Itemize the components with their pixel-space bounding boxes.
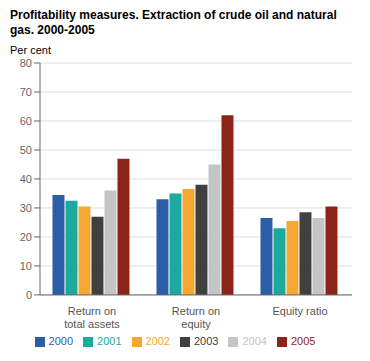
- html-text:2004: 2004: [242, 334, 267, 347]
- svg-text:30: 30: [20, 202, 32, 214]
- html-text:2005: 2005: [291, 334, 316, 347]
- svg-text:Equity ratio: Equity ratio: [272, 305, 327, 317]
- html-text:2003: 2003: [194, 334, 219, 347]
- svg-text:20: 20: [20, 231, 32, 243]
- svg-text:70: 70: [20, 86, 32, 98]
- svg-text:0: 0: [26, 289, 32, 301]
- html-text:2002: 2002: [145, 334, 170, 347]
- svg-text:Return onequity: Return onequity: [172, 305, 220, 330]
- svg-text:50: 50: [20, 144, 32, 156]
- html-text:Per cent: Per cent: [10, 44, 51, 56]
- html-text:2000: 2000: [48, 334, 73, 347]
- svg-text:40: 40: [20, 173, 32, 185]
- svg-text:10: 10: [20, 260, 32, 272]
- svg-text:80: 80: [20, 57, 32, 69]
- html-text:gas. 2000-2005: gas. 2000-2005: [10, 23, 95, 37]
- svg-text:60: 60: [20, 115, 32, 127]
- html-text:Profitability measures. Extrac: Profitability measures. Extraction of cr…: [10, 8, 337, 22]
- svg-text:Return ontotal assets: Return ontotal assets: [64, 305, 120, 330]
- html-text:2001: 2001: [97, 334, 122, 347]
